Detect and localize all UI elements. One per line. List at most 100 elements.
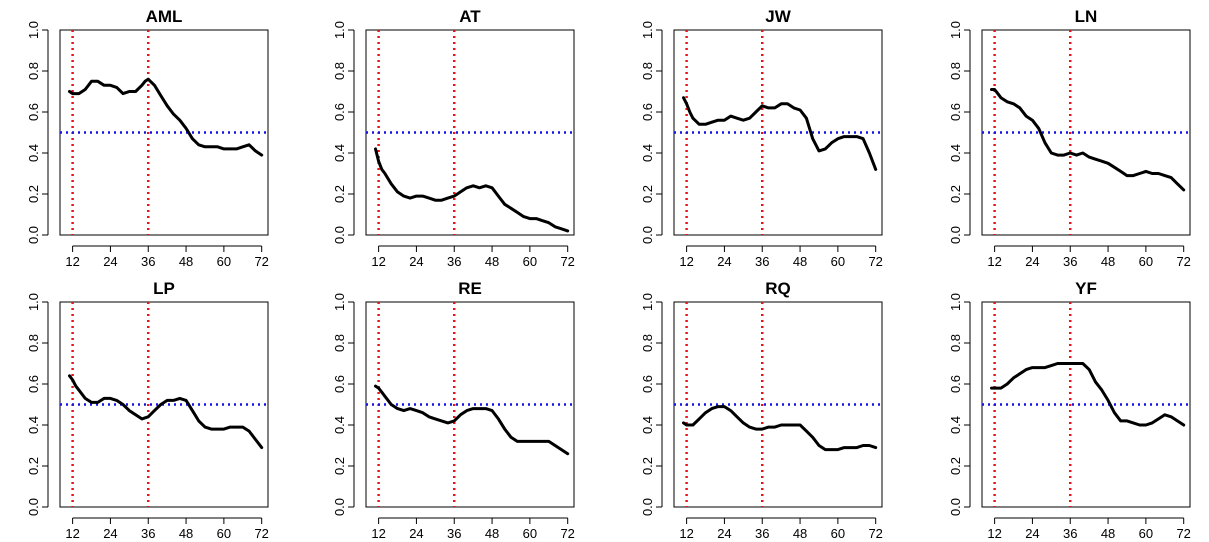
- x-tick-label: 12: [65, 254, 79, 269]
- series-line: [68, 374, 264, 450]
- y-tick-label: 0.0: [640, 226, 655, 244]
- x-tick-label: 48: [179, 254, 193, 269]
- y-tick-label: 0.8: [948, 334, 963, 352]
- x-tick-label: 48: [793, 254, 807, 269]
- series-line: [68, 77, 264, 157]
- y-tick-label: 0.0: [948, 226, 963, 244]
- y-tick-label: 0.8: [332, 334, 347, 352]
- series-line: [682, 96, 878, 171]
- panel-at: AT 0.0 0.2 0.4 0.6 0.8 1.0 12 24 36 48 60 72: [332, 7, 575, 269]
- series-line: [374, 384, 570, 456]
- y-tick-label: 0.8: [640, 62, 655, 80]
- panel-title: RQ: [765, 279, 791, 298]
- y-tick-label: 0.8: [332, 62, 347, 80]
- x-tick-label: 60: [523, 254, 537, 269]
- x-tick-label: 36: [447, 254, 461, 269]
- y-tick-label: 0.4: [26, 416, 41, 434]
- panel-title: JW: [765, 7, 791, 26]
- y-tick-label: 0.0: [26, 226, 41, 244]
- x-tick-label: 72: [254, 254, 268, 269]
- x-tick-label: 24: [1025, 526, 1039, 541]
- x-tick-label: 12: [679, 254, 693, 269]
- y-tick-label: 0.4: [332, 416, 347, 434]
- panel-title: LN: [1075, 7, 1098, 26]
- x-tick-label: 72: [1176, 254, 1190, 269]
- x-tick-label: 36: [1063, 254, 1077, 269]
- x-tick-label: 24: [717, 254, 731, 269]
- y-tick-label: 1.0: [26, 21, 41, 39]
- y-tick-label: 0.8: [26, 334, 41, 352]
- x-tick-label: 48: [179, 526, 193, 541]
- x-tick-label: 60: [831, 526, 845, 541]
- y-tick-label: 0.4: [332, 144, 347, 162]
- x-tick-label: 12: [65, 526, 79, 541]
- x-tick-label: 36: [755, 254, 769, 269]
- x-tick-label: 72: [560, 254, 574, 269]
- y-tick-label: 0.8: [948, 62, 963, 80]
- x-tick-label: 48: [1101, 254, 1115, 269]
- panel-title: AML: [146, 7, 183, 26]
- y-tick-label: 0.2: [332, 185, 347, 203]
- x-tick-label: 60: [217, 526, 231, 541]
- y-tick-label: 0.2: [26, 457, 41, 475]
- y-tick-label: 0.2: [640, 457, 655, 475]
- x-tick-label: 24: [103, 526, 117, 541]
- x-tick-label: 12: [679, 526, 693, 541]
- y-tick-label: 0.4: [26, 144, 41, 162]
- y-tick-label: 0.4: [640, 416, 655, 434]
- series-line: [682, 405, 878, 452]
- series-line: [990, 88, 1186, 192]
- x-tick-label: 72: [254, 526, 268, 541]
- y-tick-label: 0.6: [26, 103, 41, 121]
- y-tick-label: 0.4: [640, 144, 655, 162]
- y-tick-label: 0.6: [948, 103, 963, 121]
- y-tick-label: 0.6: [640, 103, 655, 121]
- y-tick-label: 0.0: [640, 498, 655, 516]
- y-tick-label: 0.6: [640, 375, 655, 393]
- x-tick-label: 12: [987, 526, 1001, 541]
- x-tick-label: 24: [1025, 254, 1039, 269]
- panel-title: LP: [153, 279, 175, 298]
- x-tick-label: 48: [1101, 526, 1115, 541]
- x-tick-label: 72: [560, 526, 574, 541]
- panel-aml: AML 0.0 0.2 0.4 0.6 0.8 1.0 12 24 36 48 60 72: [26, 7, 269, 269]
- x-tick-label: 48: [485, 526, 499, 541]
- y-tick-label: 1.0: [640, 21, 655, 39]
- x-tick-label: 60: [1139, 254, 1153, 269]
- panel-title: AT: [459, 7, 481, 26]
- y-tick-label: 0.6: [332, 375, 347, 393]
- y-tick-label: 0.2: [948, 457, 963, 475]
- x-tick-label: 12: [987, 254, 1001, 269]
- y-tick-label: 0.6: [332, 103, 347, 121]
- x-tick-label: 24: [103, 254, 117, 269]
- x-tick-label: 12: [371, 254, 385, 269]
- y-tick-label: 0.6: [948, 375, 963, 393]
- y-tick-label: 0.0: [26, 498, 41, 516]
- y-tick-label: 0.0: [948, 498, 963, 516]
- x-tick-label: 12: [371, 526, 385, 541]
- x-tick-label: 72: [1176, 526, 1190, 541]
- y-tick-label: 0.8: [26, 62, 41, 80]
- panel-lp: LP 0.0 0.2 0.4 0.6 0.8 1.0 12 24 36 48 60 72: [26, 279, 269, 541]
- y-tick-label: 1.0: [948, 293, 963, 311]
- x-tick-label: 24: [409, 526, 423, 541]
- panel-re: RE 0.0 0.2 0.4 0.6 0.8 1.0 12 24 36 48 60 72: [332, 279, 575, 541]
- y-tick-label: 0.0: [332, 498, 347, 516]
- x-tick-label: 36: [1063, 526, 1077, 541]
- panel-rq: RQ 0.0 0.2 0.4 0.6 0.8 1.0 12 24 36 48 60 72: [640, 279, 883, 541]
- y-tick-label: 0.4: [948, 416, 963, 434]
- x-tick-label: 48: [485, 254, 499, 269]
- series-line: [990, 362, 1186, 427]
- x-tick-label: 48: [793, 526, 807, 541]
- x-tick-label: 36: [447, 526, 461, 541]
- series-line: [374, 147, 570, 233]
- y-tick-label: 0.8: [640, 334, 655, 352]
- x-tick-label: 24: [717, 526, 731, 541]
- panel-ln: LN 0.0 0.2 0.4 0.6 0.8 1.0 12 24 36 48 60 72: [948, 7, 1191, 269]
- x-tick-label: 72: [868, 526, 882, 541]
- x-tick-label: 36: [141, 254, 155, 269]
- y-tick-label: 1.0: [640, 293, 655, 311]
- x-tick-label: 60: [831, 254, 845, 269]
- y-tick-label: 0.0: [332, 226, 347, 244]
